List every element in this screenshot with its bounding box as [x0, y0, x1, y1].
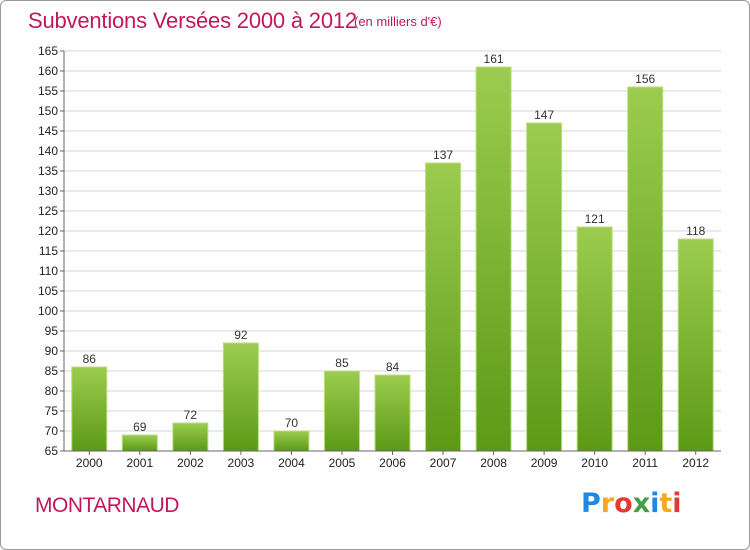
- bar: [71, 366, 108, 452]
- data-label: 86: [83, 352, 97, 366]
- x-tick-label: 2000: [76, 456, 103, 470]
- data-label: 147: [534, 108, 554, 122]
- x-tick-label: 2010: [581, 456, 608, 470]
- y-tick-label: 100: [38, 304, 58, 318]
- x-tick-label: 2005: [329, 456, 356, 470]
- axes: [60, 50, 721, 455]
- logo-letter: i: [672, 488, 682, 519]
- logo-letter: P: [581, 488, 601, 519]
- x-tick-label: 2011: [632, 456, 658, 470]
- y-tick-label: 160: [38, 64, 58, 78]
- x-tick-label: 2007: [430, 456, 457, 470]
- logo-letter: i: [650, 488, 660, 519]
- chart-title: Subventions Versées 2000 à 2012: [28, 8, 357, 33]
- y-tick-label: 130: [38, 184, 58, 198]
- data-label: 85: [335, 356, 349, 370]
- y-tick-label: 75: [45, 404, 59, 418]
- y-tick-label: 90: [45, 344, 59, 358]
- data-label: 84: [386, 360, 400, 374]
- bar: [576, 226, 613, 452]
- data-label: 70: [285, 416, 299, 430]
- y-tick-label: 140: [38, 144, 58, 158]
- proxiti-logo[interactable]: Proxiti: [581, 488, 682, 519]
- y-tick-label: 80: [45, 384, 59, 398]
- bar: [475, 66, 512, 452]
- x-tick-label: 2012: [682, 456, 709, 470]
- x-tick-label: 2008: [480, 456, 507, 470]
- y-tick-label: 155: [38, 84, 58, 98]
- y-tick-label: 145: [38, 124, 58, 138]
- x-tick-label: 2009: [531, 456, 558, 470]
- y-tick-label: 110: [39, 264, 58, 278]
- y-tick-label: 125: [38, 204, 58, 218]
- data-label: 92: [234, 328, 248, 342]
- bar: [425, 162, 462, 452]
- data-label: 161: [484, 52, 504, 66]
- y-tick-label: 165: [38, 44, 58, 58]
- y-tick-label: 115: [39, 244, 58, 258]
- logo-letter: x: [632, 488, 651, 519]
- data-label: 121: [585, 212, 605, 226]
- logo-letter: o: [614, 488, 633, 519]
- y-tick-label: 70: [45, 424, 59, 438]
- data-label: 118: [686, 224, 705, 238]
- y-tick-label: 150: [38, 104, 58, 118]
- x-tick-label: 2003: [228, 456, 255, 470]
- y-tick-label: 135: [38, 164, 58, 178]
- x-tick-label: 2001: [126, 456, 153, 470]
- y-tick-label: 120: [38, 224, 58, 238]
- x-tick-label: 2004: [278, 456, 305, 470]
- y-tick-label: 65: [45, 444, 59, 458]
- logo-letter: t: [659, 488, 673, 519]
- bar: [323, 370, 360, 452]
- bars: [71, 66, 714, 452]
- bar: [172, 422, 209, 452]
- commune-name: MONTARNAUD: [35, 494, 179, 517]
- chart-subtitle: (en milliers d'€): [354, 14, 442, 29]
- data-label: 72: [184, 408, 198, 422]
- bar: [222, 342, 259, 452]
- y-tick-label: 95: [45, 324, 59, 338]
- labels: 65 70 75 80 85 90 95 100 105 110 115 120 125 130 135 14…: [38, 44, 709, 470]
- bar: [273, 430, 310, 452]
- bar: [374, 374, 411, 452]
- logo-letter: r: [600, 488, 615, 519]
- x-tick-label: 2006: [379, 456, 406, 470]
- data-label: 69: [133, 420, 147, 434]
- y-tick-label: 85: [45, 364, 59, 378]
- bar: [627, 86, 664, 452]
- x-tick-label: 2002: [177, 456, 204, 470]
- bar: [677, 238, 714, 452]
- data-label: 156: [635, 72, 655, 86]
- y-tick-label: 105: [38, 284, 58, 298]
- bar: [526, 122, 563, 452]
- data-label: 137: [433, 148, 453, 162]
- bar: [121, 434, 158, 452]
